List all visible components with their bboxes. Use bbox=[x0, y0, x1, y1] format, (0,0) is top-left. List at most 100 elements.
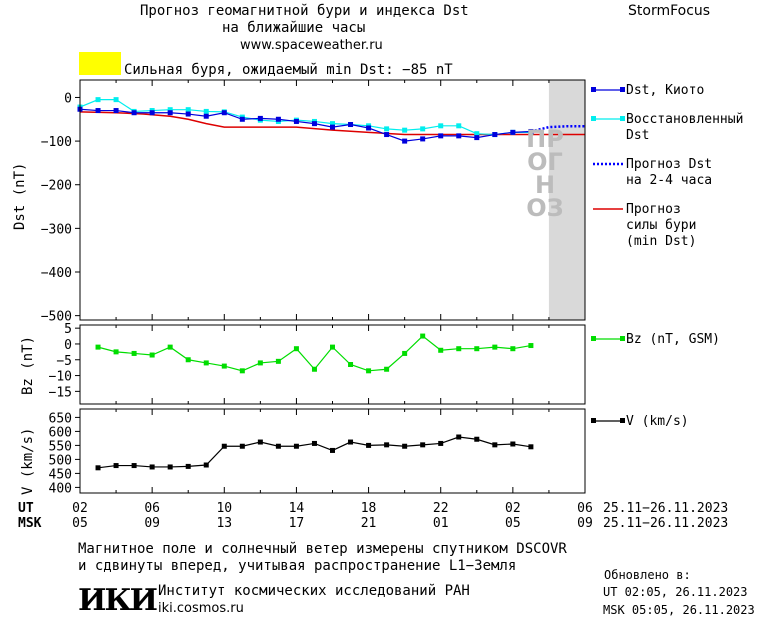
dst-ytick-label: −200 bbox=[41, 179, 72, 194]
restored-dst-point bbox=[167, 107, 173, 113]
bz-point bbox=[456, 346, 462, 352]
dst-kyoto-point bbox=[167, 110, 173, 116]
msk-tick-label: 21 bbox=[360, 516, 377, 531]
legend-restored-symbol-marker bbox=[620, 116, 625, 121]
dst-kyoto-point bbox=[275, 116, 281, 122]
dst-kyoto-point bbox=[113, 108, 119, 114]
bz-ytick-label: −15 bbox=[49, 385, 72, 400]
dst-kyoto-point bbox=[149, 110, 155, 116]
legend-bz-symbol-marker bbox=[620, 336, 625, 341]
legend-forecast-line1: Прогноз Dst bbox=[626, 157, 713, 172]
bz-point bbox=[420, 333, 426, 339]
bz-point bbox=[221, 363, 227, 369]
bz-ytick-label: −5 bbox=[56, 354, 72, 369]
dst-kyoto-line bbox=[79, 108, 531, 142]
bz-point bbox=[185, 357, 191, 363]
solar-wind-v-point bbox=[420, 442, 426, 448]
brand-label: StormFocus bbox=[628, 3, 711, 19]
storm-level-swatch bbox=[79, 52, 121, 75]
institute-url-link[interactable]: iki.cosmos.ru bbox=[158, 601, 244, 616]
dst-ytick-label: −100 bbox=[41, 135, 72, 150]
v-ytick-label: 550 bbox=[49, 439, 72, 454]
legend-dst-symbol-marker bbox=[591, 87, 596, 92]
restored-dst-point bbox=[113, 97, 119, 103]
iki-logo[interactable]: ИКИ bbox=[78, 583, 158, 618]
bz-ytick-label: 5 bbox=[64, 322, 72, 337]
bz-point bbox=[149, 352, 155, 358]
solar-wind-v-point bbox=[149, 464, 155, 470]
dst-kyoto-point bbox=[95, 108, 101, 114]
legend-bz-symbol-marker bbox=[591, 336, 596, 341]
ut-tick-label: 14 bbox=[288, 501, 305, 516]
ut-tick-label: 22 bbox=[432, 501, 449, 516]
bz-point bbox=[330, 344, 335, 350]
solar-wind-v-point bbox=[348, 439, 354, 445]
ut-date-range: 25.11−26.11.2023 bbox=[603, 501, 729, 516]
bz-ytick-label: −10 bbox=[49, 370, 72, 385]
solar-wind-v-point bbox=[293, 443, 299, 449]
legend-storm-line3: (min Dst) bbox=[626, 234, 697, 249]
bz-point bbox=[167, 344, 173, 350]
ut-tick-label: 10 bbox=[216, 501, 233, 516]
dst-ytick-label: −400 bbox=[41, 266, 72, 281]
v-ytick-label: 600 bbox=[49, 425, 72, 440]
bz-axis-label: Bz (nT) bbox=[20, 335, 36, 395]
restored-dst-point bbox=[474, 131, 480, 137]
solar-wind-v-point bbox=[311, 440, 317, 446]
legend-dst-kyoto: Dst, Киото bbox=[626, 83, 705, 98]
dst-axis-label: Dst (nT) bbox=[12, 162, 28, 230]
dst-kyoto-point bbox=[492, 132, 498, 138]
bz-point bbox=[275, 358, 281, 364]
dst-kyoto-point bbox=[384, 132, 390, 138]
ut-tick-label: 02 bbox=[72, 501, 88, 516]
dst-ytick-label: −300 bbox=[41, 222, 72, 237]
ut-axis-label: UT bbox=[18, 501, 34, 516]
chart-title-line1: Прогноз геомагнитной бури и индекса Dst bbox=[140, 3, 469, 19]
site-url-link[interactable]: www.spaceweather.ru bbox=[240, 38, 383, 53]
bz-point bbox=[203, 360, 209, 366]
bz-line bbox=[97, 335, 531, 372]
bz-point bbox=[528, 343, 534, 349]
solar-wind-v-point bbox=[203, 462, 209, 468]
ut-tick-label: 18 bbox=[360, 501, 377, 516]
msk-tick-label: 05 bbox=[72, 516, 88, 531]
bz-point bbox=[384, 366, 390, 372]
bz-point bbox=[438, 347, 444, 353]
bz-point bbox=[402, 350, 408, 356]
solar-wind-v-point bbox=[402, 443, 408, 449]
legend-v: V (km/s) bbox=[626, 414, 689, 429]
msk-axis-label: MSK bbox=[18, 516, 42, 531]
dst-kyoto-point bbox=[293, 118, 299, 124]
solar-wind-v-point bbox=[510, 441, 516, 447]
ut-tick-label: 06 bbox=[577, 501, 593, 516]
forecast-watermark: ПРОГНОЗ bbox=[526, 125, 564, 222]
dst-ytick-label: 0 bbox=[64, 91, 72, 106]
bz-point bbox=[131, 350, 137, 356]
updated-msk: MSK 05:05, 26.11.2023 bbox=[603, 603, 755, 617]
restored-dst-point bbox=[402, 127, 408, 133]
legend-storm-line2: силы бури bbox=[626, 218, 697, 233]
legend-forecast-line2: на 2-4 часа bbox=[626, 173, 713, 188]
dst-kyoto-point bbox=[366, 125, 372, 131]
solar-wind-v-point bbox=[474, 436, 480, 442]
dst-kyoto-point bbox=[257, 115, 263, 121]
msk-tick-label: 09 bbox=[144, 516, 160, 531]
bz-point bbox=[113, 349, 119, 355]
bz-ytick-label: 0 bbox=[64, 338, 72, 353]
dst-kyoto-point bbox=[239, 116, 245, 122]
solar-wind-v-point bbox=[95, 465, 101, 471]
legend-dst-symbol-marker bbox=[620, 87, 625, 92]
bz-point bbox=[348, 362, 354, 367]
bz-point bbox=[293, 346, 299, 352]
institute-name: Институт космических исследований РАН bbox=[158, 583, 470, 599]
restored-dst-point bbox=[384, 126, 390, 132]
solar-wind-v-point bbox=[456, 434, 462, 440]
bz-point bbox=[510, 346, 516, 352]
legend-v-symbol-marker bbox=[591, 418, 596, 423]
solar-wind-v-point bbox=[113, 463, 119, 469]
restored-dst-line bbox=[79, 99, 531, 136]
dst-kyoto-point bbox=[402, 138, 408, 144]
msk-tick-label: 05 bbox=[505, 516, 521, 531]
legend-restored-line2: Dst bbox=[626, 128, 650, 143]
